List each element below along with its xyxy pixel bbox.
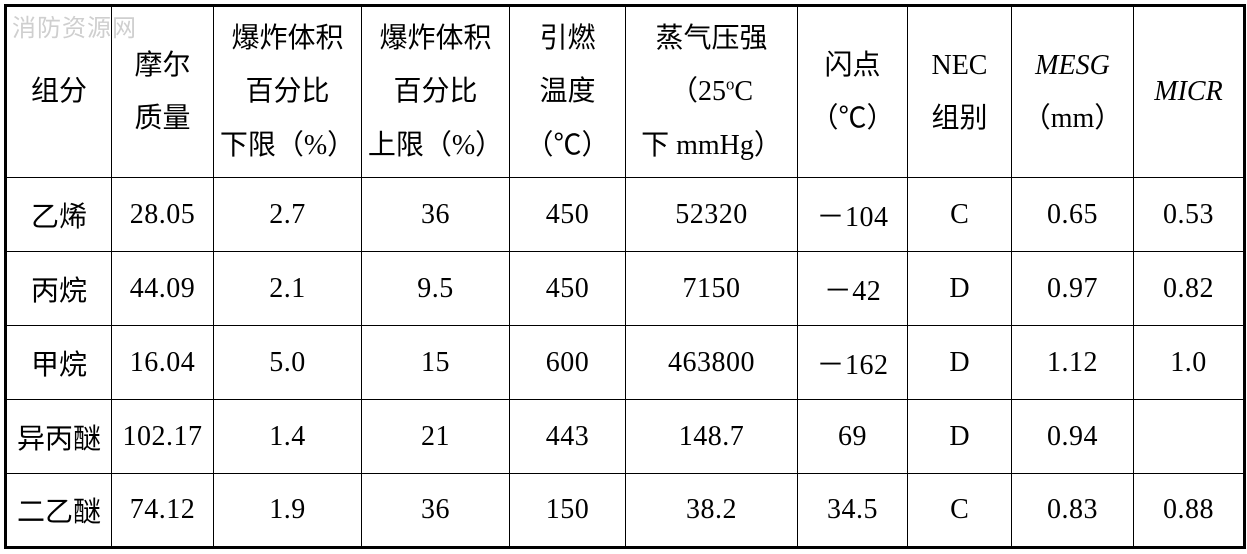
cell-nec: D	[908, 400, 1012, 474]
cell-nec: D	[908, 252, 1012, 326]
cell-mesg: 1.12	[1012, 326, 1134, 400]
cell-uel: 36	[362, 178, 510, 252]
cell-uel: 9.5	[362, 252, 510, 326]
cell-vapor: 148.7	[626, 400, 798, 474]
table-row: 乙烯 28.05 2.7 36 450 52320 －104 C 0.65 0.…	[6, 178, 1245, 252]
cell-micr: 0.88	[1134, 474, 1245, 548]
cell-component: 丙烷	[6, 252, 112, 326]
cell-molar-mass: 28.05	[112, 178, 214, 252]
cell-molar-mass: 74.12	[112, 474, 214, 548]
table-row: 二乙醚 74.12 1.9 36 150 38.2 34.5 C 0.83 0.…	[6, 474, 1245, 548]
hdr-component: 组分	[6, 6, 112, 178]
cell-flash: 69	[798, 400, 908, 474]
table-row: 异丙醚 102.17 1.4 21 443 148.7 69 D 0.94	[6, 400, 1245, 474]
cell-nec: D	[908, 326, 1012, 400]
cell-flash: －104	[798, 178, 908, 252]
cell-ignition: 450	[510, 252, 626, 326]
hdr-lel: 爆炸体积 百分比 下限（%）	[214, 6, 362, 178]
cell-molar-mass: 102.17	[112, 400, 214, 474]
table-header: 组分 摩尔 质量 爆炸体积 百分比 下限（%）	[6, 6, 1245, 178]
table-row: 甲烷 16.04 5.0 15 600 463800 －162 D 1.12 1…	[6, 326, 1245, 400]
cell-vapor: 38.2	[626, 474, 798, 548]
cell-lel: 1.4	[214, 400, 362, 474]
hdr-vapor-pressure: 蒸气压强 （25oC 下 mmHg）	[626, 6, 798, 178]
cell-molar-mass: 16.04	[112, 326, 214, 400]
hdr-nec-group: NEC 组别	[908, 6, 1012, 178]
cell-nec: C	[908, 178, 1012, 252]
cell-lel: 2.1	[214, 252, 362, 326]
cell-component: 二乙醚	[6, 474, 112, 548]
hdr-uel: 爆炸体积 百分比 上限（%）	[362, 6, 510, 178]
table-body: 乙烯 28.05 2.7 36 450 52320 －104 C 0.65 0.…	[6, 178, 1245, 548]
flammability-table: 组分 摩尔 质量 爆炸体积 百分比 下限（%）	[4, 4, 1246, 549]
cell-mesg: 0.65	[1012, 178, 1134, 252]
cell-ignition: 600	[510, 326, 626, 400]
hdr-mesg: MESG （mm）	[1012, 6, 1134, 178]
cell-mesg: 0.83	[1012, 474, 1134, 548]
cell-molar-mass: 44.09	[112, 252, 214, 326]
cell-micr: 0.53	[1134, 178, 1245, 252]
cell-vapor: 52320	[626, 178, 798, 252]
hdr-molar-mass: 摩尔 质量	[112, 6, 214, 178]
cell-uel: 36	[362, 474, 510, 548]
cell-lel: 2.7	[214, 178, 362, 252]
cell-ignition: 443	[510, 400, 626, 474]
hdr-micr: MICR	[1134, 6, 1245, 178]
cell-micr: 0.82	[1134, 252, 1245, 326]
cell-flash: 34.5	[798, 474, 908, 548]
cell-uel: 15	[362, 326, 510, 400]
cell-flash: －42	[798, 252, 908, 326]
cell-ignition: 450	[510, 178, 626, 252]
cell-mesg: 0.97	[1012, 252, 1134, 326]
cell-micr: 1.0	[1134, 326, 1245, 400]
table-row: 丙烷 44.09 2.1 9.5 450 7150 －42 D 0.97 0.8…	[6, 252, 1245, 326]
cell-vapor: 7150	[626, 252, 798, 326]
cell-lel: 1.9	[214, 474, 362, 548]
cell-lel: 5.0	[214, 326, 362, 400]
cell-mesg: 0.94	[1012, 400, 1134, 474]
cell-micr	[1134, 400, 1245, 474]
cell-vapor: 463800	[626, 326, 798, 400]
hdr-flash-point: 闪点 （℃）	[798, 6, 908, 178]
cell-flash: －162	[798, 326, 908, 400]
hdr-ignition-temp: 引燃 温度 （℃）	[510, 6, 626, 178]
cell-component: 乙烯	[6, 178, 112, 252]
cell-ignition: 150	[510, 474, 626, 548]
cell-component: 甲烷	[6, 326, 112, 400]
cell-component: 异丙醚	[6, 400, 112, 474]
cell-uel: 21	[362, 400, 510, 474]
cell-nec: C	[908, 474, 1012, 548]
